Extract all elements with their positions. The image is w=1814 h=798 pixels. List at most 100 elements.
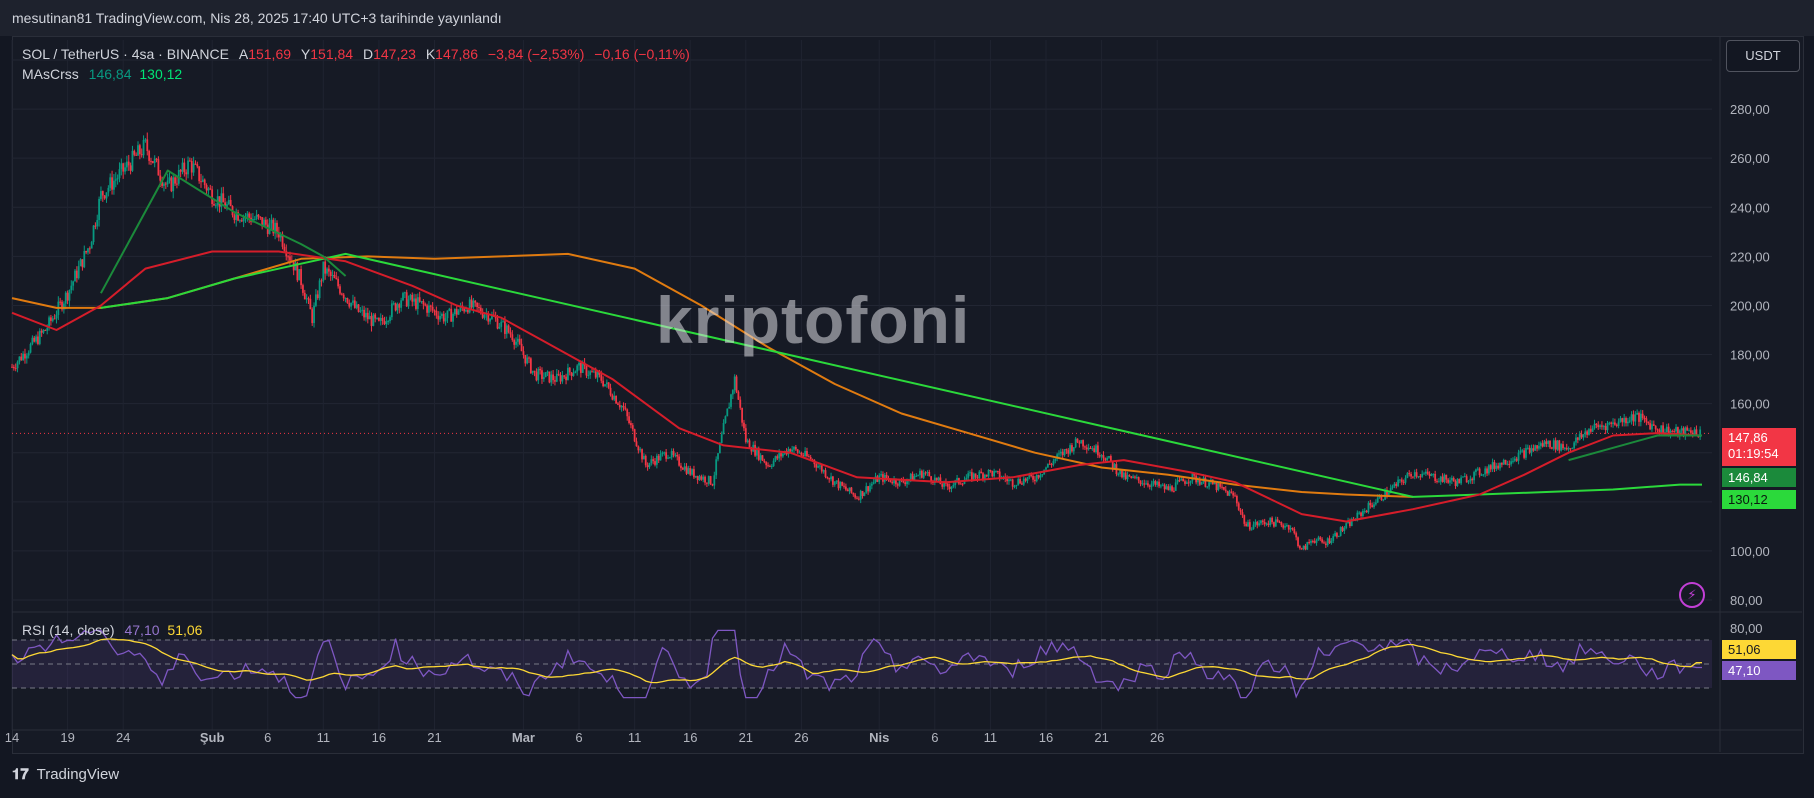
candle-body (16, 361, 19, 369)
candle-body (550, 374, 553, 383)
candle-body (340, 293, 343, 295)
candle-body (1636, 412, 1639, 415)
candle-body (1424, 471, 1427, 474)
ma-label[interactable]: MAsCrss (22, 66, 79, 82)
chart-frame[interactable] (12, 36, 1804, 754)
candle-body (1154, 481, 1157, 485)
candle-body (355, 304, 358, 308)
candle-body (24, 353, 26, 359)
candle-body (1400, 479, 1403, 482)
candle-body (618, 404, 621, 408)
candle-body (791, 449, 794, 452)
rsi-label[interactable]: RSI (14, close) (22, 622, 115, 638)
tradingview-logo-icon[interactable]: 𝟏𝟕 (12, 766, 29, 783)
candle-body (1371, 505, 1374, 507)
candle-body (12, 366, 15, 369)
candle-body (1250, 528, 1253, 530)
candle-body (1176, 480, 1179, 483)
candle-body (1141, 483, 1144, 485)
candle-body (1084, 446, 1086, 448)
candle-body (1048, 463, 1051, 465)
candle-body (1513, 458, 1516, 461)
ohlc-legend: SOL / TetherUS · 4sa · BINANCE A151,69 Y… (22, 46, 690, 62)
candle-body (841, 481, 844, 486)
candle-body (872, 482, 875, 484)
candle-body (683, 466, 686, 470)
candle-body (1013, 486, 1016, 488)
candle-body (544, 372, 547, 378)
candle-body (1614, 422, 1616, 425)
candle-body (150, 160, 152, 162)
candle-body (806, 450, 808, 457)
candle-body (835, 480, 838, 482)
rsi-line (11, 629, 1702, 699)
candle-body (1543, 441, 1546, 447)
candle-body (765, 462, 768, 466)
candle-body (389, 317, 391, 322)
candle-body (442, 313, 445, 322)
candle-body (1560, 444, 1563, 451)
candle-body (1632, 414, 1635, 422)
candle-body (815, 464, 818, 468)
candle-body (1576, 437, 1579, 440)
change2-value: −0,16 (−0,11%) (594, 46, 690, 62)
candle-body (159, 175, 162, 181)
candle-body (318, 280, 321, 299)
candle-body (596, 371, 599, 378)
candle-body (1480, 474, 1483, 476)
currency-button[interactable]: USDT (1726, 40, 1800, 72)
candle-body (1575, 437, 1577, 443)
lightning-icon[interactable]: ⚡ (1679, 582, 1705, 608)
candle-body (1612, 422, 1614, 424)
ma-mid-line (11, 250, 1703, 523)
candle-body (1104, 458, 1107, 461)
candle-body (605, 382, 608, 385)
candle-body (1280, 522, 1283, 526)
candle-body (891, 481, 894, 484)
candle-body (620, 405, 623, 408)
brand-name[interactable]: TradingView (36, 766, 120, 783)
candle-body (75, 270, 78, 279)
candle-body (229, 199, 232, 207)
candle-body (1626, 421, 1629, 424)
candle-body (1061, 451, 1064, 456)
candle-body (1539, 443, 1542, 446)
candle-body (600, 374, 603, 381)
candle-body (572, 373, 575, 376)
candle-body (1599, 425, 1601, 428)
candle-body (1551, 447, 1553, 449)
candle-body (915, 475, 918, 477)
candle-body (1182, 478, 1185, 482)
candle-body (1291, 528, 1294, 530)
candle-body (300, 269, 302, 286)
candle-body (976, 477, 979, 479)
candle-body (526, 357, 529, 364)
candle-body (61, 301, 63, 310)
candle-body (1308, 542, 1311, 544)
candle-body (348, 302, 351, 307)
candle-body (1319, 537, 1322, 540)
candle-body (1095, 445, 1097, 453)
candle-body (1019, 478, 1021, 484)
candle-body (995, 470, 997, 472)
candle-body (335, 278, 338, 280)
candle-body (1350, 518, 1353, 527)
candle-body (1391, 486, 1394, 488)
x-tick-label: Mar (512, 730, 535, 745)
candle-body (746, 440, 749, 442)
y-axis: 300,00280,00260,00240,00220,00200,00180,… (1730, 53, 1770, 636)
candle-body (453, 308, 456, 315)
candle-body (533, 370, 536, 372)
candle-body (96, 219, 99, 227)
candle-body (324, 261, 327, 274)
symbol-label[interactable]: SOL / TetherUS · 4sa · BINANCE (22, 46, 229, 62)
candle-body (661, 452, 664, 455)
candle-body (930, 476, 933, 482)
candle-body (1393, 483, 1396, 487)
candle-body (739, 399, 742, 408)
candle-body (941, 484, 944, 487)
y-tick-label: 80,00 (1730, 593, 1763, 608)
x-tick-label: 21 (739, 730, 753, 745)
candle-body (696, 475, 699, 481)
